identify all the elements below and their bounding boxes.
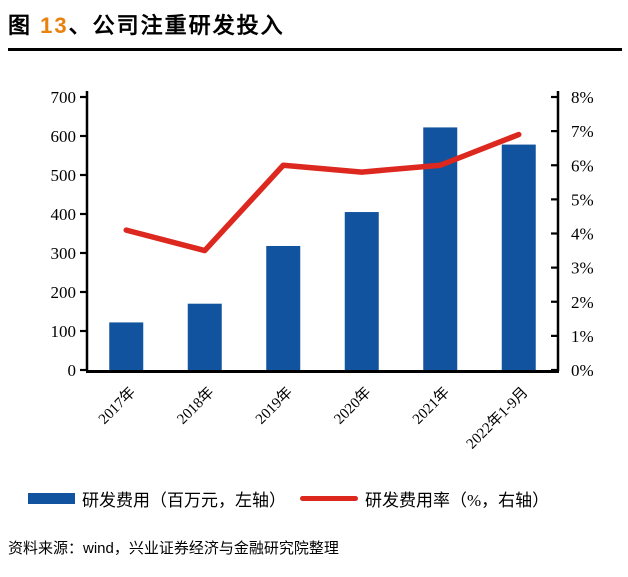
- chart-legend: 研发费用（百万元，左轴） 研发费用率（%，右轴）: [28, 486, 549, 510]
- bar-2017年: [109, 322, 144, 370]
- right-tick-label: 2%: [571, 293, 594, 312]
- legend-line-swatch: [300, 495, 358, 501]
- bar-2020年: [344, 212, 379, 370]
- figure-title: 图 13、公司注重研发投入: [8, 8, 285, 40]
- left-tick-label: 400: [51, 205, 77, 224]
- right-tick-label: 8%: [571, 88, 594, 107]
- right-tick-label: 5%: [571, 190, 594, 209]
- title-divider: [8, 48, 622, 51]
- legend-line-label: 研发费用率（%，右轴）: [365, 490, 550, 510]
- title-number: 13: [40, 13, 69, 38]
- left-tick-label: 0: [68, 361, 77, 380]
- left-tick-label: 500: [51, 166, 77, 185]
- x-label: 2020年: [331, 384, 375, 428]
- left-tick-label: 200: [51, 283, 77, 302]
- right-tick-label: 4%: [571, 225, 594, 244]
- right-tick-label: 7%: [571, 122, 594, 141]
- left-tick-label: 600: [51, 127, 77, 146]
- right-tick-label: 1%: [571, 327, 594, 346]
- rate-line: [123, 131, 522, 254]
- bar-2022年1-9月: [501, 144, 536, 370]
- right-tick-label: 6%: [571, 156, 594, 175]
- right-tick-label: 0%: [571, 361, 594, 380]
- title-suffix: 、公司注重研发投入: [68, 13, 285, 38]
- left-tick-label: 100: [51, 322, 77, 341]
- x-label: 2021年: [409, 384, 453, 428]
- chart-svg: 700 600 500 400 300 200 100 0 8% 7% 6% 5% 4% 3% 2% 1% 0%…: [51, 88, 594, 453]
- source-note: 资料来源：wind，兴业证券经济与金融研究院整理: [8, 540, 339, 557]
- legend-bar-label: 研发费用（百万元，左轴）: [82, 490, 286, 510]
- left-tick-label: 300: [51, 244, 77, 263]
- x-label: 2017年: [95, 384, 139, 428]
- x-label: 2018年: [174, 384, 218, 428]
- left-tick-label: 700: [51, 88, 77, 107]
- bar-2019年: [266, 245, 301, 370]
- legend-bar-swatch: [28, 492, 75, 504]
- title-prefix: 图: [8, 13, 41, 38]
- x-label: 2022年1-9月: [463, 384, 532, 453]
- bar-2018年: [187, 303, 222, 370]
- x-label: 2019年: [252, 384, 296, 428]
- right-tick-label: 3%: [571, 259, 594, 278]
